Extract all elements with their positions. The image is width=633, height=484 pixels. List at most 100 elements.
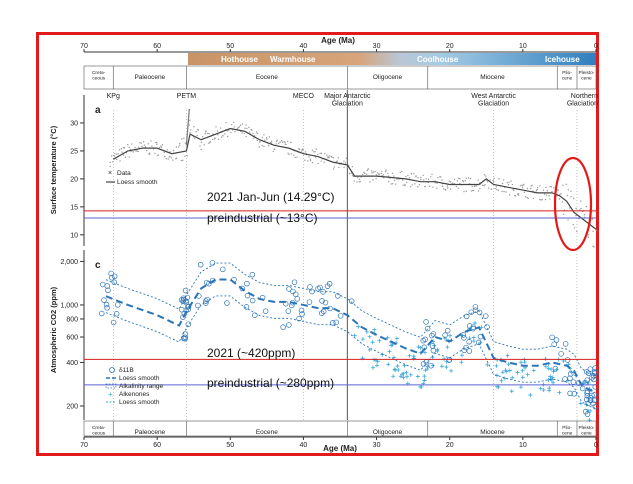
- temp-data-point: [241, 132, 243, 134]
- temp-data-point: [384, 170, 387, 173]
- temp-data-point: [181, 138, 183, 140]
- temp-data-point: [244, 127, 246, 129]
- temp-data-point: [317, 153, 319, 156]
- d11b-point: [564, 357, 571, 363]
- temp-data-point: [514, 195, 517, 197]
- temp-data-point: [276, 139, 278, 141]
- temp-data-point: [251, 129, 253, 131]
- temp-data-point: [353, 180, 355, 182]
- temp-data-point: [387, 172, 389, 175]
- d11b-point: [428, 362, 434, 369]
- temp-data-point: [363, 171, 365, 174]
- temp-data-point: [385, 169, 387, 171]
- temp-data-point: [293, 154, 295, 157]
- temp-data-point: [508, 181, 510, 183]
- temp-data-point: [119, 160, 121, 162]
- alkenone-point: [471, 339, 476, 344]
- temp-data-point: [410, 172, 413, 175]
- temp-data-point: [562, 184, 564, 186]
- temp-data-point: [420, 179, 422, 181]
- temp-data-point: [338, 166, 340, 169]
- alkenone-point: [549, 367, 554, 372]
- temp-data-point: [592, 230, 594, 232]
- alkenone-point: [356, 324, 361, 329]
- temp-data-point: [328, 157, 330, 159]
- temp-data-point: [320, 152, 323, 155]
- temp-data-point: [232, 121, 235, 124]
- bottom-tick-label: 0: [594, 442, 598, 449]
- temp-data-point: [121, 151, 123, 153]
- temp-data-point: [270, 140, 273, 142]
- d11b-point: [549, 334, 555, 341]
- alkenone-point: [547, 386, 552, 391]
- temp-data-point: [217, 138, 220, 140]
- alkenone-point: [445, 345, 450, 350]
- temp-data-point: [266, 138, 268, 140]
- temp-data-point: [471, 185, 473, 188]
- temp-data-point: [452, 182, 454, 184]
- temp-data-point: [487, 187, 490, 189]
- legend-loess: Loess smooth: [117, 179, 158, 186]
- temp-data-point: [442, 188, 445, 190]
- alkenone-point: [439, 364, 444, 369]
- d11b-point: [466, 348, 473, 354]
- alkenone-point: [374, 358, 379, 363]
- d11b-point: [206, 280, 212, 287]
- temp-data-point: [537, 187, 539, 189]
- temp-data-point: [226, 130, 228, 132]
- temp-data-point: [407, 174, 409, 177]
- d11b-point: [330, 320, 336, 326]
- d11b-point: [286, 322, 292, 328]
- temp-data-point: [372, 179, 374, 181]
- temp-data-point: [370, 170, 373, 172]
- temp-data-point: [364, 172, 366, 175]
- d11b-point: [184, 294, 191, 301]
- alkenone-point: [435, 347, 440, 352]
- alkenone-point: [503, 368, 508, 373]
- temp-data-point: [308, 156, 310, 158]
- temp-data-point: [131, 143, 133, 145]
- alkenone-point: [522, 360, 527, 365]
- alkenone-point: [401, 375, 406, 380]
- temp-data-point: [427, 178, 430, 181]
- temp-data-point: [160, 145, 162, 147]
- alkenone-point: [422, 378, 427, 383]
- temp-data-point: [314, 156, 317, 159]
- bottom-tick-label: 50: [226, 442, 234, 449]
- temp-data-point: [327, 156, 329, 159]
- temp-data-point: [477, 190, 480, 192]
- temp-data-point: [190, 129, 192, 131]
- temp-data-point: [566, 194, 569, 197]
- d11b-point: [109, 274, 115, 281]
- temp-data-point: [149, 152, 151, 154]
- alkenone-point: [518, 385, 523, 390]
- d11b-point: [111, 273, 118, 280]
- temp-data-point: [390, 183, 392, 185]
- alkenone-point: [459, 353, 464, 358]
- alkenone-point: [506, 362, 511, 367]
- temp-data-point: [333, 166, 335, 168]
- temp-data-point: [484, 183, 486, 186]
- temp-data-point: [553, 187, 555, 189]
- temp-data-point: [114, 152, 116, 155]
- temp-data-point: [436, 182, 438, 184]
- alkenone-point: [496, 385, 501, 390]
- temp-data-point: [275, 140, 278, 143]
- d11b-point: [567, 390, 573, 397]
- d11b-point: [584, 390, 590, 396]
- temp-data-point: [343, 160, 345, 162]
- temp-data-point: [502, 179, 505, 181]
- d11b-point: [307, 284, 313, 290]
- temp-data-point: [453, 178, 456, 181]
- temp-data-point: [255, 131, 258, 133]
- d11b-point: [562, 341, 569, 347]
- panel-c-ytick-label: 600: [66, 335, 78, 342]
- top-tick-label: 40: [300, 43, 308, 50]
- epoch-label: Creta-ceous: [92, 425, 106, 436]
- temp-data-point: [458, 177, 460, 180]
- temp-data-point: [172, 149, 175, 152]
- annotation-2021-temp: 2021 Jan-Jun (14.29°C): [207, 190, 335, 204]
- epoch-label: Eocene: [256, 74, 278, 81]
- temp-data-point: [440, 176, 442, 178]
- legend-d11b: δ11B: [119, 367, 134, 374]
